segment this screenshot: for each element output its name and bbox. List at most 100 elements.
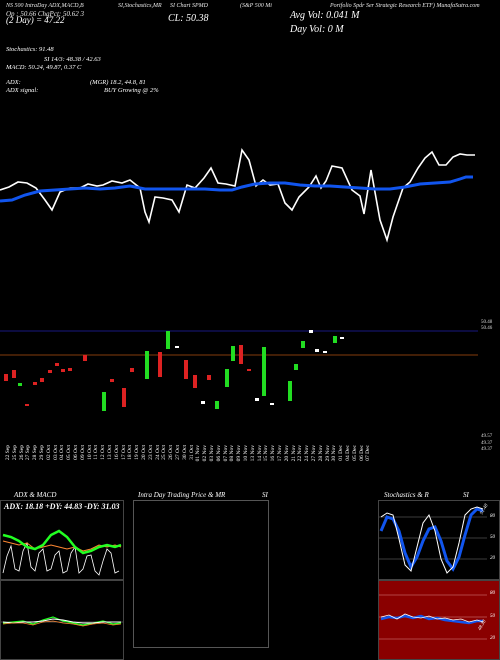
candle bbox=[193, 375, 197, 388]
date-tick: 16 Nov bbox=[270, 445, 277, 462]
stoch-d-line bbox=[379, 507, 484, 572]
candle bbox=[239, 345, 243, 364]
date-tick: 19 Oct bbox=[134, 445, 141, 460]
candle bbox=[315, 349, 319, 352]
date-tick: 28 Nov bbox=[317, 445, 324, 462]
candle bbox=[55, 363, 59, 366]
candle bbox=[68, 368, 72, 371]
candle bbox=[102, 392, 106, 411]
header-segment: SI Chart SPMD bbox=[170, 3, 208, 9]
candle bbox=[175, 346, 179, 348]
intraday-panel bbox=[133, 500, 269, 648]
mgr-value: (MGR) 18.2, 44.8, 81 bbox=[90, 79, 146, 86]
date-tick: 27 Oct bbox=[175, 445, 181, 460]
date-tick: 10 Nov bbox=[243, 445, 249, 462]
date-tick: 27 Nov bbox=[311, 445, 317, 462]
date-tick: 06 Nov bbox=[215, 445, 222, 462]
candle bbox=[4, 374, 8, 381]
date-tick: 16 Oct bbox=[113, 445, 120, 460]
stochastics-panel: 80 50 20 91.48 bbox=[378, 500, 500, 580]
intraday-title: Intra Day Trading Price & MR bbox=[138, 491, 226, 499]
date-tick: 24 Nov bbox=[304, 445, 311, 462]
header-segment: (S&P 500 Mi bbox=[240, 3, 272, 9]
date-tick: 05 Dec bbox=[351, 445, 358, 461]
stoch-tick-80: 80 bbox=[490, 514, 495, 519]
macd-value: MACD: 50.24, 49.87, 0.37 C bbox=[6, 64, 82, 71]
day-volume: Day Vol: 0 M bbox=[290, 24, 344, 35]
date-tick: 20 Nov bbox=[283, 445, 290, 462]
date-tick: 01 Dec bbox=[338, 445, 345, 461]
adx-plus-line bbox=[2, 541, 120, 576]
close-price: CL: 50.38 bbox=[168, 13, 209, 24]
adx-signal-label: ADX signal: bbox=[6, 87, 39, 94]
candle bbox=[288, 381, 292, 401]
stochastics-si-label: SI bbox=[463, 491, 469, 499]
date-tick: 09 Oct bbox=[79, 445, 86, 460]
date-tick: 13 Nov bbox=[249, 445, 256, 462]
avg-volume: Avg Vol: 0.041 M bbox=[290, 10, 360, 21]
date-tick: 26 Oct bbox=[168, 445, 175, 460]
date-tick: 02 Nov bbox=[202, 445, 209, 462]
candle bbox=[294, 364, 298, 370]
buy-signal: BUY Growing @ 2% bbox=[104, 87, 159, 94]
macd-line bbox=[2, 616, 122, 626]
date-tick: 29 Sep bbox=[39, 445, 45, 461]
date-tick: 13 Oct bbox=[107, 445, 113, 460]
candle bbox=[33, 382, 37, 385]
date-tick: 23 Oct bbox=[147, 445, 154, 460]
si-value: SI 14/3: 48.38 / 42.63 bbox=[44, 56, 101, 63]
candle bbox=[301, 341, 305, 348]
candle bbox=[12, 370, 16, 378]
price-label-bottom: 49.57 bbox=[481, 434, 493, 439]
date-tick: 12 Oct bbox=[100, 445, 107, 460]
adx-macd-title: ADX & MACD bbox=[14, 491, 57, 499]
candle bbox=[207, 375, 211, 380]
main-chart bbox=[0, 147, 478, 411]
candle bbox=[231, 346, 235, 361]
macd-plot bbox=[1, 616, 123, 627]
date-tick: 17 Nov bbox=[277, 445, 283, 462]
price-label-top: 50.48 bbox=[481, 320, 493, 325]
candle bbox=[215, 401, 219, 409]
candle bbox=[48, 370, 52, 373]
adx-line bbox=[2, 529, 122, 555]
date-tick: 03 Nov bbox=[209, 445, 215, 462]
candle bbox=[83, 355, 87, 361]
date-tick: 04 Dec bbox=[345, 445, 351, 461]
stochastics-plot bbox=[379, 506, 487, 574]
candle bbox=[270, 403, 274, 405]
header-segment: NS 500 IntraDay ADX,MACD,B bbox=[6, 3, 84, 9]
rsi-signal-line bbox=[380, 613, 484, 623]
adx-panel: ADX: 18.18 +DY: 44.83 -DY: 31.03 bbox=[0, 500, 124, 580]
header-segment: SI,Stochastics,MR bbox=[118, 3, 162, 9]
adx-label: ADX: bbox=[6, 79, 21, 86]
candle bbox=[247, 369, 251, 371]
macd-panel bbox=[0, 580, 124, 660]
candle bbox=[158, 352, 162, 377]
candle bbox=[166, 331, 170, 349]
price-label-bottom-2: 49.37 bbox=[481, 441, 493, 446]
candle bbox=[184, 360, 188, 379]
date-tick: 09 Nov bbox=[236, 445, 243, 462]
candle bbox=[262, 347, 266, 396]
macd-hist-line bbox=[2, 620, 122, 627]
adx-plot bbox=[2, 529, 122, 576]
candle bbox=[61, 369, 65, 372]
candle bbox=[40, 378, 44, 382]
candle bbox=[255, 398, 259, 401]
candle bbox=[25, 404, 29, 406]
intraday-si-label: SI bbox=[262, 491, 268, 499]
rsi-tick-20: 20 bbox=[490, 636, 495, 641]
candle bbox=[225, 369, 229, 387]
candle bbox=[145, 351, 149, 379]
date-tick: 05 Oct bbox=[66, 445, 73, 460]
date-axis: 22 Sep 25 Sep 26 Sep 27 Sep 28 Sep 29 Sep 02 O… bbox=[0, 445, 480, 481]
candle bbox=[130, 368, 134, 372]
stoch-k-line bbox=[380, 506, 484, 574]
date-tick: 25 Sep bbox=[11, 445, 18, 461]
open-text: Op : 50.66 ChgPct: 50.62 3 bbox=[6, 10, 84, 18]
stoch-tick-20: 20 bbox=[490, 556, 495, 561]
rsi-panel: 80 50 20 48.38 bbox=[378, 580, 500, 660]
header-line: NS 500 IntraDay ADX,MACD,B SI,Stochastics… bbox=[0, 3, 500, 11]
date-tick: 20 Oct bbox=[141, 445, 147, 460]
